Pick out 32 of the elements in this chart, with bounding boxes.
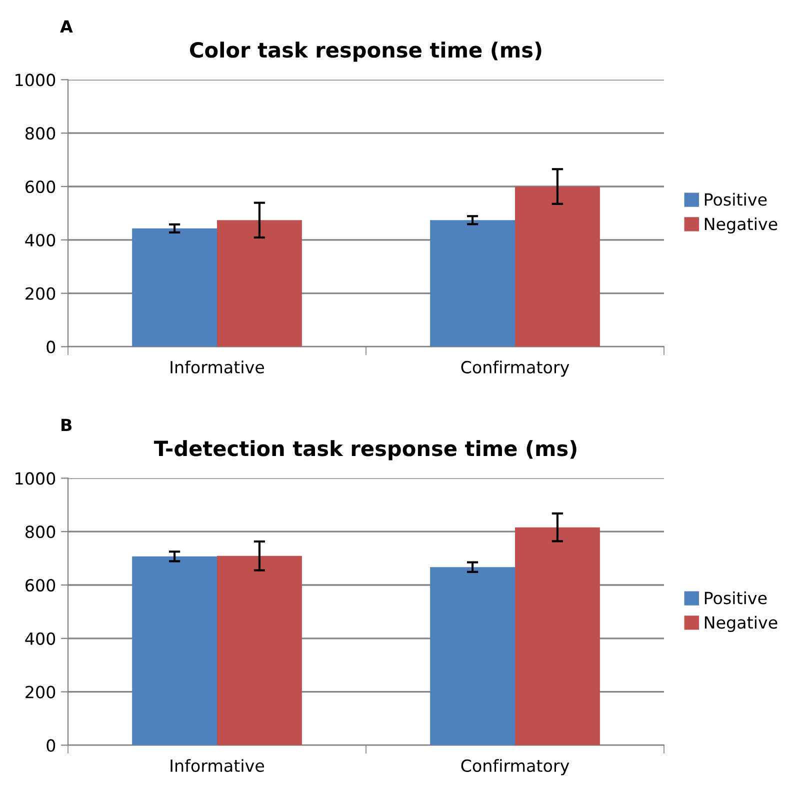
y-tick-label: 200 [26, 287, 56, 300]
bar [217, 556, 302, 746]
y-tick-label: 1000 [16, 472, 56, 485]
bar [515, 527, 600, 746]
bar [132, 556, 217, 746]
y-tick-label: 400 [25, 234, 56, 246]
bar [430, 220, 515, 347]
y-tick-label: 0 [46, 340, 56, 354]
y-tick-label: 0 [46, 739, 56, 752]
y-tick-label: 1000 [16, 74, 56, 86]
legend-label: Negative [704, 616, 778, 632]
x-tick-label: Confirmatory [461, 360, 570, 377]
y-tick-label: 600 [26, 180, 56, 194]
y-tick-label: 800 [26, 526, 56, 538]
chart-title: Color task response time (ms) [190, 42, 542, 62]
y-tick-label: 800 [26, 127, 56, 140]
bar [430, 567, 515, 746]
bar [217, 220, 302, 347]
x-tick-label: Confirmatory [461, 759, 570, 776]
x-tick-label: Informative [170, 360, 264, 374]
legend-label: Positive [704, 192, 767, 206]
y-tick-label: 600 [26, 578, 56, 592]
y-tick-label: 200 [26, 686, 56, 698]
chart-title: T-detection task response time (ms) [154, 440, 576, 460]
x-tick-label: Informative [170, 759, 264, 772]
bar [515, 186, 600, 347]
bar [132, 228, 217, 347]
y-tick-label: 400 [25, 632, 56, 645]
text: B [62, 418, 72, 431]
legend-label: Negative [704, 217, 778, 234]
legend-label: Positive [704, 591, 767, 604]
text: A [60, 20, 73, 32]
